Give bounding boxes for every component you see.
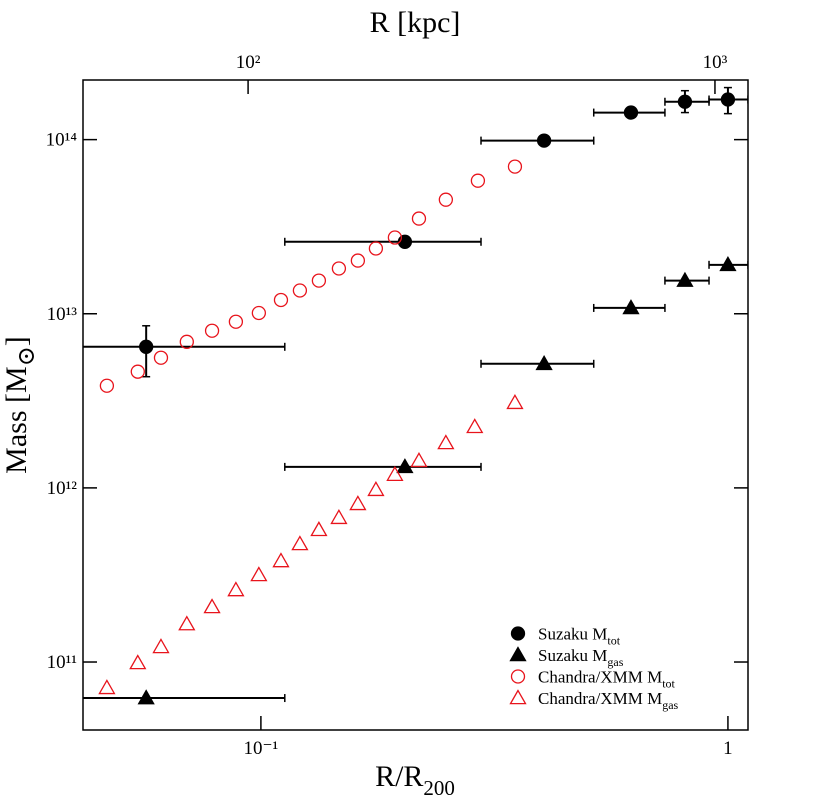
point	[98, 679, 116, 695]
point	[719, 256, 737, 272]
point	[350, 253, 366, 268]
y-axis-title-sub: ⊙	[14, 346, 40, 366]
x-tick-label: 10⁻¹	[244, 738, 279, 759]
point	[152, 638, 170, 654]
point	[411, 211, 427, 226]
legend-label-sub: gas	[607, 655, 623, 669]
point	[536, 133, 552, 148]
legend-label-sub: tot	[662, 677, 675, 691]
legend-label: Suzaku Mtot	[538, 625, 621, 648]
point	[228, 314, 244, 329]
point	[273, 292, 289, 308]
legend-marker	[510, 669, 526, 684]
legend-label-main: Suzaku M	[538, 646, 607, 665]
top-axis-title: R [kpc]	[370, 6, 461, 39]
point	[368, 241, 384, 256]
x-axis-title-main: R/R	[375, 760, 423, 793]
point	[139, 339, 154, 354]
y-axis-title: Mass [M⊙]	[0, 336, 40, 474]
plot-frame	[82, 79, 749, 731]
point	[311, 273, 327, 288]
point	[331, 261, 347, 276]
point	[623, 105, 639, 120]
point	[410, 452, 428, 468]
point	[130, 364, 145, 379]
x-axis-title: R/R200	[375, 760, 455, 800]
y-tick-label: 10¹²	[47, 478, 78, 499]
point	[535, 354, 553, 371]
point	[204, 323, 220, 338]
legend-label-main: Chandra/XMM M	[538, 689, 662, 708]
point	[153, 350, 169, 365]
point	[310, 521, 328, 537]
point	[677, 94, 693, 109]
point	[178, 615, 196, 631]
legend-label: Suzaku Mgas	[538, 646, 624, 669]
point	[251, 305, 267, 321]
y-axis-title-main: Mass [M	[0, 366, 33, 474]
x-tick-label: 1	[723, 738, 733, 759]
x-axis-title-sub: 200	[423, 776, 455, 800]
legend-label: Chandra/XMM Mgas	[538, 689, 679, 712]
point	[99, 378, 115, 393]
point	[720, 92, 736, 107]
point	[466, 418, 484, 434]
point	[506, 394, 524, 410]
y-axis-title-end: ]	[0, 336, 33, 346]
legend-label-main: Chandra/XMM M	[538, 668, 662, 687]
point	[330, 509, 348, 525]
point	[367, 480, 385, 497]
y-tick-label: 10¹¹	[47, 652, 78, 673]
point	[676, 271, 694, 287]
point	[250, 566, 268, 582]
legend-marker	[510, 626, 526, 641]
point	[227, 581, 245, 597]
point	[622, 299, 640, 315]
legend-marker	[509, 646, 527, 662]
point	[137, 689, 155, 705]
y-tick-label: 10¹³	[47, 304, 78, 325]
point	[291, 535, 309, 551]
legend-label-sub: gas	[662, 698, 678, 712]
legend-label: Chandra/XMM Mtot	[538, 668, 676, 691]
point	[437, 434, 455, 450]
point	[272, 552, 290, 568]
y-tick-label: 10¹⁴	[46, 130, 78, 151]
point	[349, 495, 367, 511]
point	[438, 192, 454, 207]
point	[292, 283, 308, 298]
marks	[83, 86, 748, 705]
point	[387, 230, 403, 245]
point	[507, 159, 523, 174]
point	[470, 173, 486, 188]
x2-tick-label: 10²	[236, 52, 261, 73]
legend-label-sub: tot	[607, 634, 620, 648]
legend-label-main: Suzaku M	[538, 625, 607, 644]
legend-marker	[509, 689, 527, 705]
point	[203, 598, 221, 614]
point	[386, 465, 404, 482]
x2-tick-label: 10³	[703, 52, 728, 73]
point	[129, 654, 147, 670]
point	[179, 334, 194, 349]
point	[396, 458, 414, 474]
